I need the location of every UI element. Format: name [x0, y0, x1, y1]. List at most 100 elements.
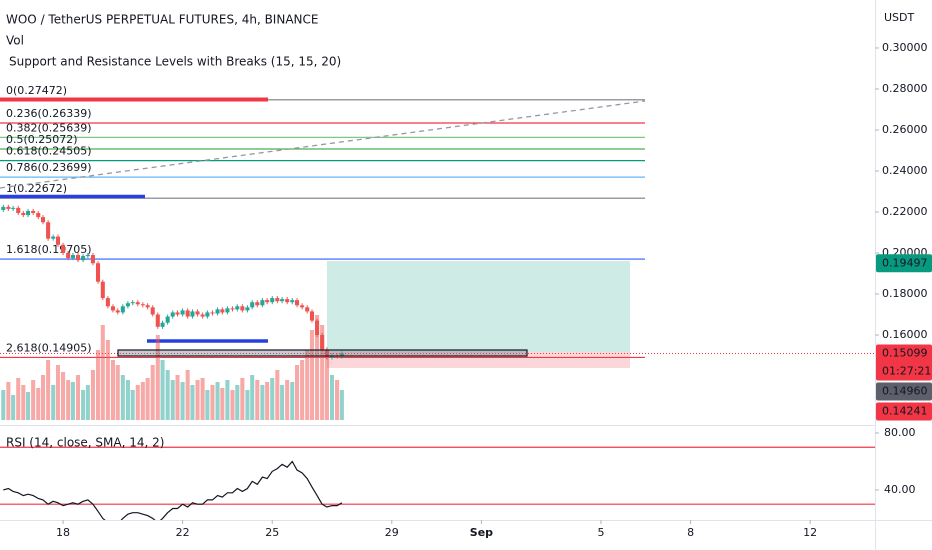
fib-label: 0(0.27472) [6, 84, 67, 97]
volume-bar [225, 380, 230, 420]
fib-label: 0.786(0.23699) [6, 161, 92, 174]
candle-body [339, 353, 344, 357]
volume-bar [1, 390, 6, 420]
volume-bar [11, 395, 16, 420]
rsi-tick-label: 40.00 [884, 483, 916, 496]
volume-bar [41, 375, 46, 420]
candle-body [46, 222, 51, 239]
rsi-tick-label: 80.00 [884, 426, 916, 439]
price-badge-label: 0.14960 [882, 384, 928, 397]
volume-bar [195, 380, 200, 420]
countdown: 01:27:21 [882, 364, 931, 377]
chart-title: WOO / TetherUS PERPETUAL FUTURES, 4h, BI… [6, 13, 318, 27]
x-tick-label: 25 [265, 526, 279, 539]
volume-bar [31, 380, 36, 420]
candle-body [165, 316, 170, 323]
volume-bar [245, 390, 250, 420]
volume-bar [185, 370, 190, 420]
rsi-line [3, 460, 343, 520]
x-tick-label: 8 [687, 526, 694, 539]
rsi-title: RSI (14, close, SMA, 14, 2) [6, 436, 164, 450]
volume-bar [235, 385, 240, 420]
candle-body [155, 314, 160, 327]
volume-bar [6, 382, 11, 420]
volume-bar [275, 370, 280, 420]
volume-bar [265, 382, 270, 420]
candle-body [51, 236, 56, 239]
volume-bar [155, 335, 160, 420]
candle-body [41, 217, 46, 223]
volume-bar [90, 370, 95, 420]
candle-body [300, 305, 305, 308]
volume-bar [315, 315, 320, 420]
candle-body [260, 300, 265, 306]
candle-body [265, 300, 270, 303]
volume-bar [309, 330, 315, 420]
price-badge [876, 254, 932, 273]
volume-bar [46, 360, 51, 420]
x-tick-label: 18 [56, 526, 70, 539]
fib-label: 2.618(0.14905) [6, 341, 92, 354]
volume [1, 315, 344, 420]
candle-body [205, 312, 210, 317]
fib-label: 1(0.22672) [6, 182, 67, 195]
axes: 0.300000.280000.260000.240000.220000.200… [56, 41, 932, 539]
fib-label: 1.618(0.19705) [6, 243, 92, 256]
volume-bar [110, 360, 115, 420]
volume-bar [16, 378, 21, 420]
volume-bar [305, 350, 310, 420]
candle-body [125, 303, 130, 307]
volume-bar [135, 385, 140, 420]
x-tick-label: 12 [803, 526, 817, 539]
volume-bar [180, 382, 185, 420]
volume-bar [85, 385, 90, 420]
price-badge-label: 0.14241 [882, 404, 928, 417]
price-badge-label: 0.15099 [882, 346, 928, 359]
drawings-front [117, 349, 528, 357]
price-badge [876, 344, 932, 381]
candle-body [305, 307, 310, 312]
candle-body [195, 311, 200, 315]
rsi-pane: 80.00 40.00 [0, 426, 916, 520]
candle-body [240, 306, 245, 311]
y-tick-label: 0.28000 [882, 82, 928, 95]
candle-body [31, 210, 36, 214]
price-badge [876, 402, 932, 421]
volume-bar [130, 390, 135, 420]
candle-body [115, 310, 120, 313]
volume-bar [145, 378, 150, 420]
y-tick-label: 0.26000 [882, 123, 928, 136]
volume-bar [270, 378, 275, 420]
volume-bar [280, 385, 285, 420]
volume-bar [105, 340, 110, 420]
volume-bar [295, 365, 300, 420]
y-tick-label: 0.22000 [882, 205, 928, 218]
volume-bar [66, 380, 71, 420]
fib-label: 0.382(0.25639) [6, 121, 92, 134]
candle-body [324, 349, 329, 358]
candle-body [235, 306, 240, 310]
volume-bar [70, 382, 75, 420]
candle-body [180, 310, 185, 315]
volume-bar [230, 390, 235, 420]
range-box [117, 349, 528, 357]
candle-body [245, 307, 250, 311]
candle-body [225, 308, 230, 313]
candle-body [75, 255, 81, 261]
candle-body [290, 300, 295, 303]
candles [1, 204, 344, 360]
indicator-label: Support and Resistance Levels with Break… [9, 55, 341, 69]
candle-body [16, 207, 21, 214]
candle-body [1, 206, 6, 210]
volume-bar [125, 380, 130, 420]
volume-bar [285, 380, 290, 420]
candle-body [26, 210, 31, 216]
candle-body [285, 299, 290, 303]
fib-label: 0.618(0.24505) [6, 145, 92, 158]
candle-body [320, 334, 325, 350]
x-tick-label: 22 [176, 526, 190, 539]
volume-bar [200, 378, 205, 420]
long-target-zone [327, 261, 630, 352]
